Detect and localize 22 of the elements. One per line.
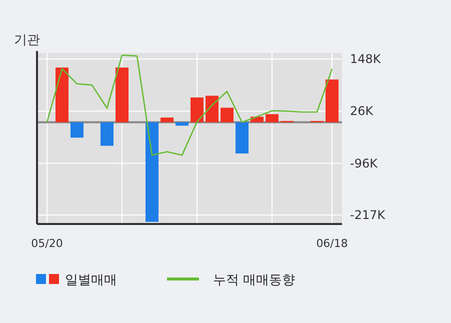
x-tick-label: 06/18 xyxy=(316,237,348,250)
legend-label: 누적 매매동향 xyxy=(213,273,296,288)
bar xyxy=(190,97,204,122)
bar xyxy=(220,108,234,122)
y-tick-label: 26K xyxy=(350,104,374,118)
bar xyxy=(116,68,129,122)
bar xyxy=(206,96,219,122)
y-tick-label: 148K xyxy=(350,52,382,66)
chart-title: 기관 xyxy=(14,33,40,48)
x-tick-label: 05/20 xyxy=(31,237,63,250)
bar xyxy=(326,80,339,122)
legend-label: 일별매매 xyxy=(65,273,117,288)
bar xyxy=(100,122,114,146)
bar xyxy=(56,68,69,122)
bar xyxy=(70,122,84,138)
bar xyxy=(266,114,279,122)
bar xyxy=(160,118,174,122)
y-tick-label: -96K xyxy=(350,156,379,170)
line-series xyxy=(46,54,333,156)
bar xyxy=(236,122,249,154)
y-tick-label: -217K xyxy=(350,208,386,222)
bar xyxy=(146,122,159,222)
